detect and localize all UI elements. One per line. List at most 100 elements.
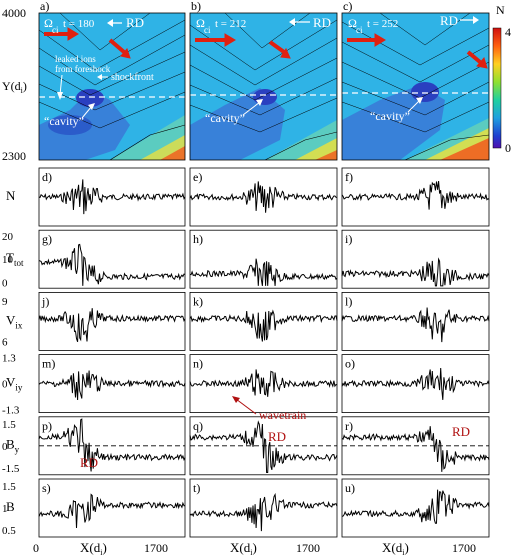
- panel-letter-q: q): [193, 419, 203, 433]
- panel-letter-l: l): [345, 294, 352, 308]
- shockfront-arrow-head: [97, 74, 102, 80]
- panel-c-rd: RD: [440, 13, 458, 28]
- panel-i-frame: [341, 229, 490, 289]
- trace-k: [189, 309, 338, 342]
- cavity-label-b: “cavity”: [205, 111, 245, 125]
- row-label-2: Vix: [6, 312, 23, 330]
- trace-t: [189, 492, 338, 532]
- panel-s-frame: [38, 478, 186, 538]
- x-tick-right-2: 1700: [296, 541, 320, 555]
- trace-s: [38, 493, 185, 529]
- panel-letter-k: k): [193, 294, 203, 308]
- panel-letter-h: h): [193, 232, 203, 246]
- trace-d: [38, 179, 186, 215]
- cavity-arrow-c: [407, 99, 421, 113]
- trace-n: [189, 369, 338, 397]
- cavity-label-a: “cavity”: [44, 114, 84, 128]
- panel-letter-p: p): [42, 419, 52, 433]
- panel-b-header: b) Ω ci t = 212 RD: [191, 0, 331, 35]
- panel-c-omega-sub: ci: [356, 25, 363, 35]
- panel-letter-m: m): [42, 357, 55, 371]
- rd-label-q: RD: [268, 429, 286, 444]
- flow-arrow-c2: [466, 50, 488, 69]
- trace-e: [189, 181, 338, 213]
- panel-letter-n: n): [193, 357, 203, 371]
- panel-c-omega: Ω: [348, 16, 357, 30]
- colorbar-min: 0: [505, 141, 511, 155]
- panel-c-annotations: “cavity”: [370, 97, 423, 123]
- row-label-0: N: [6, 188, 16, 203]
- panel-t-frame: [189, 478, 338, 538]
- row-3-tick-0: 1.3: [2, 353, 16, 365]
- rd-label-p: RD: [80, 455, 98, 470]
- wavetrain-annotation: wavetrain: [232, 396, 306, 422]
- top-y-axis: 4000 2300 Y(di): [2, 6, 27, 163]
- colorbar-title: N: [496, 3, 505, 17]
- row-1-tick-1: 10: [2, 254, 14, 266]
- cavity-arrow-b-head: [256, 99, 263, 106]
- panel-e-frame: [189, 167, 338, 227]
- panel-letter-i: i): [345, 232, 352, 246]
- colorbar-max: 4: [505, 25, 511, 39]
- panel-letter-s: s): [42, 481, 51, 495]
- x-axis: 0 1700 X(di) 1700 X(di) 1700 X(di): [33, 540, 476, 556]
- shockfront-label: shockfront: [111, 72, 154, 83]
- panel-a-rd: RD: [126, 15, 144, 30]
- panel-b-omega: Ω: [196, 16, 205, 30]
- row-4-tick-1: 0: [2, 441, 8, 453]
- panel-u-frame: [341, 478, 490, 538]
- row-5-tick-0: 1.5: [2, 481, 16, 493]
- y-tick-bottom: 2300: [2, 149, 26, 163]
- flow-arrow-a2: [108, 38, 131, 59]
- panel-c-header: c) Ω ci t = 252 RD: [343, 0, 479, 35]
- panel-letter-u: u): [345, 481, 355, 495]
- row-1-tick-0: 20: [2, 231, 14, 243]
- panel-a-omega-sub: ci: [52, 25, 59, 35]
- panel-a-omega: Ω: [44, 16, 53, 30]
- rd-arrow-b-head: [289, 18, 295, 26]
- panel-h-frame: [189, 229, 338, 289]
- leaked-ions-label-2: from foreshock: [55, 64, 111, 74]
- panel-j-frame: [38, 291, 186, 351]
- row-label-1: Ttot: [6, 250, 24, 268]
- rd-label-r: RD: [452, 424, 470, 439]
- flow-arrow-b1: [195, 33, 236, 47]
- panel-letter-g: g): [42, 232, 52, 246]
- x-label-1: X(di): [80, 540, 107, 556]
- row-4-tick-0: 1.5: [2, 419, 16, 431]
- trace-h: [189, 258, 338, 286]
- wavetrain-arrow-head: [232, 396, 240, 403]
- trace-g: [38, 243, 186, 286]
- panel-c-field: [342, 13, 489, 160]
- colorbar-scale: [492, 27, 502, 149]
- x-tick-right-3: 1700: [452, 541, 476, 555]
- flow-arrow-c1: [347, 33, 386, 47]
- cavity-arrow-b: [242, 101, 261, 116]
- panel-b-rd: RD: [313, 15, 331, 30]
- trace-l: [341, 307, 490, 343]
- x-tick-left: 0: [33, 541, 39, 555]
- panel-letter-e: e): [193, 170, 202, 184]
- panel-letter-j: j): [41, 294, 49, 308]
- colorbar: N 4 0: [492, 3, 511, 155]
- cavity-arrow-c-head: [416, 97, 423, 104]
- x-tick-right-1: 1700: [144, 541, 168, 555]
- flow-arrow-a1: [44, 27, 79, 41]
- leaked-ions-label-1: leaked ions: [55, 54, 96, 64]
- panel-letter-f: f): [345, 170, 353, 184]
- panel-a-time: t = 180: [63, 18, 95, 30]
- trace-r: [341, 426, 490, 472]
- row-label-5: B: [6, 499, 15, 514]
- panel-l-frame: [341, 291, 490, 351]
- flow-arrow-b2: [268, 40, 291, 59]
- panel-b-time: t = 212: [215, 18, 246, 30]
- leaked-ions-arrow: [59, 74, 63, 96]
- y-tick-top: 4000: [2, 6, 26, 20]
- flow-arrows: [44, 27, 488, 69]
- panel-a-annotations: leaked ions from foreshock shockfront “c…: [44, 54, 154, 128]
- cavity-arrow-a: [81, 105, 93, 119]
- y-axis-label: Y(di): [2, 79, 27, 95]
- row-2-tick-0: 9: [2, 296, 8, 308]
